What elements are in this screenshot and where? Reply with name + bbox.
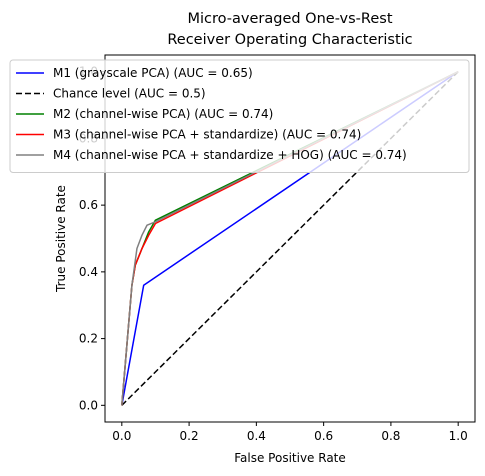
series-line-5 <box>121 71 459 406</box>
legend-entry-label: M4 (channel-wise PCA + standardize + HOG… <box>53 148 407 162</box>
legend: M1 (grayscale PCA) (AUC = 0.65) Chance le… <box>9 59 470 173</box>
legend-entry-label: M2 (channel-wise PCA) (AUC = 0.74) <box>53 107 273 121</box>
x-axis-label: False Positive Rate <box>234 451 346 465</box>
chart-title-line-1: Micro-averaged One-vs-Rest <box>187 11 392 27</box>
legend-box <box>9 59 470 173</box>
legend-entry-label: Chance level (AUC = 0.5) <box>53 87 206 101</box>
chart-title-line-2: Receiver Operating Characteristic <box>167 32 412 48</box>
x-axis: 0.0 0.2 0.4 0.6 0.8 1.0 <box>112 422 468 443</box>
chart-title: Micro-averaged One-vs-Rest Receiver Oper… <box>167 11 412 48</box>
x-tick-label: 0.4 <box>247 429 266 443</box>
y-tick-label: 0.4 <box>79 265 98 279</box>
y-tick-label: 0.2 <box>79 332 98 346</box>
x-tick-label: 0.2 <box>180 429 199 443</box>
legend-entry-label: M1 (grayscale PCA) (AUC = 0.65) <box>53 66 253 80</box>
x-tick-label: 0.6 <box>314 429 333 443</box>
series-line-2 <box>121 71 459 406</box>
legend-entry-label: M3 (channel-wise PCA + standardize) (AUC… <box>53 128 361 142</box>
x-tick-label: 1.0 <box>449 429 468 443</box>
x-tick-label: 0.8 <box>381 429 400 443</box>
y-tick-label: 0.0 <box>79 398 98 412</box>
y-tick-label: 0.6 <box>79 198 98 212</box>
x-tick-label: 0.0 <box>112 429 131 443</box>
plot-area <box>104 54 476 423</box>
y-axis-label: True Positive Rate <box>54 185 68 293</box>
